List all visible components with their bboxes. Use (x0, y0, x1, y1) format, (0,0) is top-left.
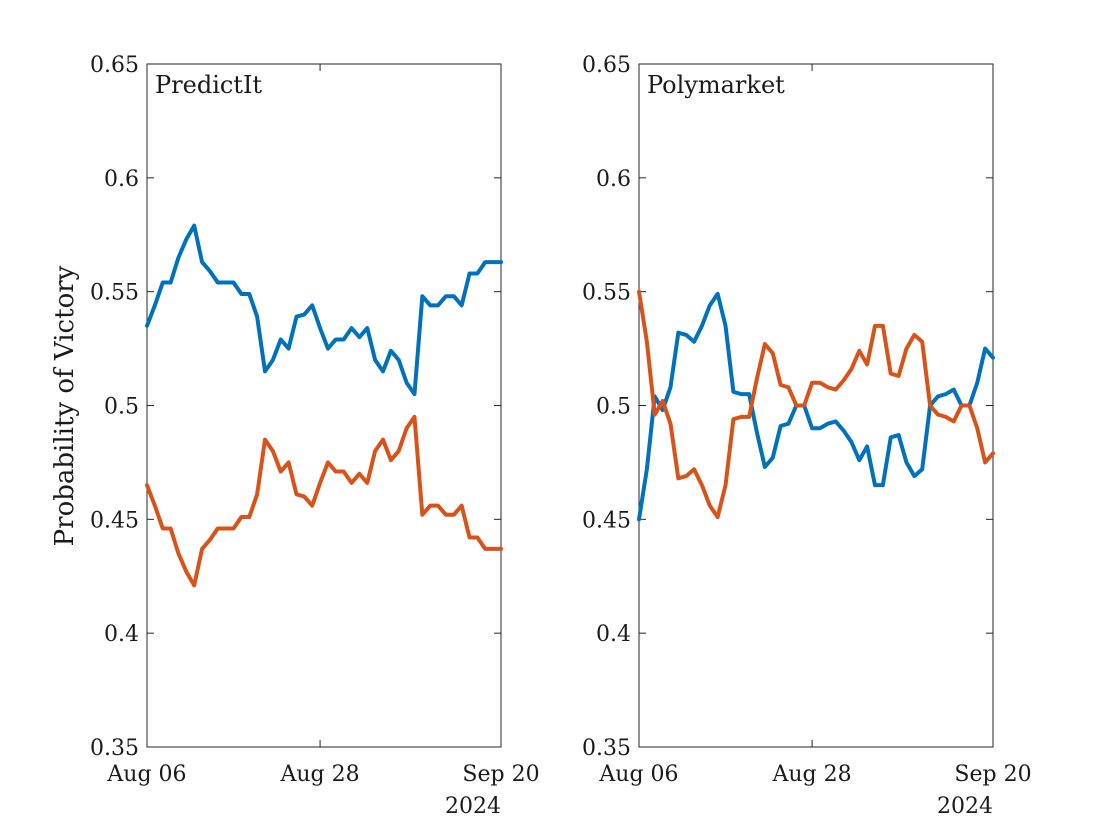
series-line-orange (637, 289, 995, 520)
series-layer (145, 223, 503, 588)
panel-title: PredictIt (155, 71, 262, 99)
panel-title: Polymarket (647, 71, 785, 99)
plot-area-frame (638, 63, 994, 748)
y-tick-label: 0.55 (90, 281, 139, 306)
x-year-label: 2024 (445, 794, 501, 819)
y-tick-label: 0.35 (90, 736, 139, 761)
plot-area-frame (146, 63, 502, 748)
x-tick-label: Aug 06 (598, 762, 678, 787)
x-tick-label: Aug 06 (106, 762, 186, 787)
y-axis-label: Probability of Victory (50, 265, 80, 546)
y-tick-label: 0.4 (596, 622, 631, 647)
y-tick-label: 0.5 (104, 395, 139, 420)
y-tick-label: 0.65 (582, 53, 631, 78)
y-tick-label: 0.6 (596, 167, 631, 192)
series-line-blue (637, 291, 995, 522)
x-tick-label: Sep 20 (462, 762, 539, 787)
x-tick-label: Aug 28 (771, 762, 851, 787)
panel-polymarket: Polymarket 0.35 0.4 0.45 0.5 0.55 0.6 0.65 Aug … (582, 53, 1032, 819)
series-line-orange (145, 414, 503, 588)
x-tick-label: Sep 20 (954, 762, 1031, 787)
y-tick-label: 0.35 (582, 736, 631, 761)
y-tick-label: 0.65 (90, 53, 139, 78)
y-tick-label: 0.4 (104, 622, 139, 647)
series-layer (637, 289, 995, 522)
tick-layer: 0.35 0.4 0.45 0.5 0.55 0.6 0.65 Aug 06 Aug 28 Sep… (90, 53, 540, 819)
x-year-label: 2024 (937, 794, 993, 819)
tick-layer: 0.35 0.4 0.45 0.5 0.55 0.6 0.65 Aug 06 Aug 28 Sep… (582, 53, 1032, 819)
y-tick-label: 0.45 (582, 508, 631, 533)
x-tick-label: Aug 28 (279, 762, 359, 787)
y-tick-label: 0.45 (90, 508, 139, 533)
series-line-blue (145, 223, 503, 397)
y-tick-label: 0.6 (104, 167, 139, 192)
panel-predictit: PredictIt 0.35 0.4 0.45 0.5 0.55 0.6 0.65 Aug 0… (90, 53, 540, 819)
y-tick-label: 0.5 (596, 395, 631, 420)
y-tick-label: 0.55 (582, 281, 631, 306)
